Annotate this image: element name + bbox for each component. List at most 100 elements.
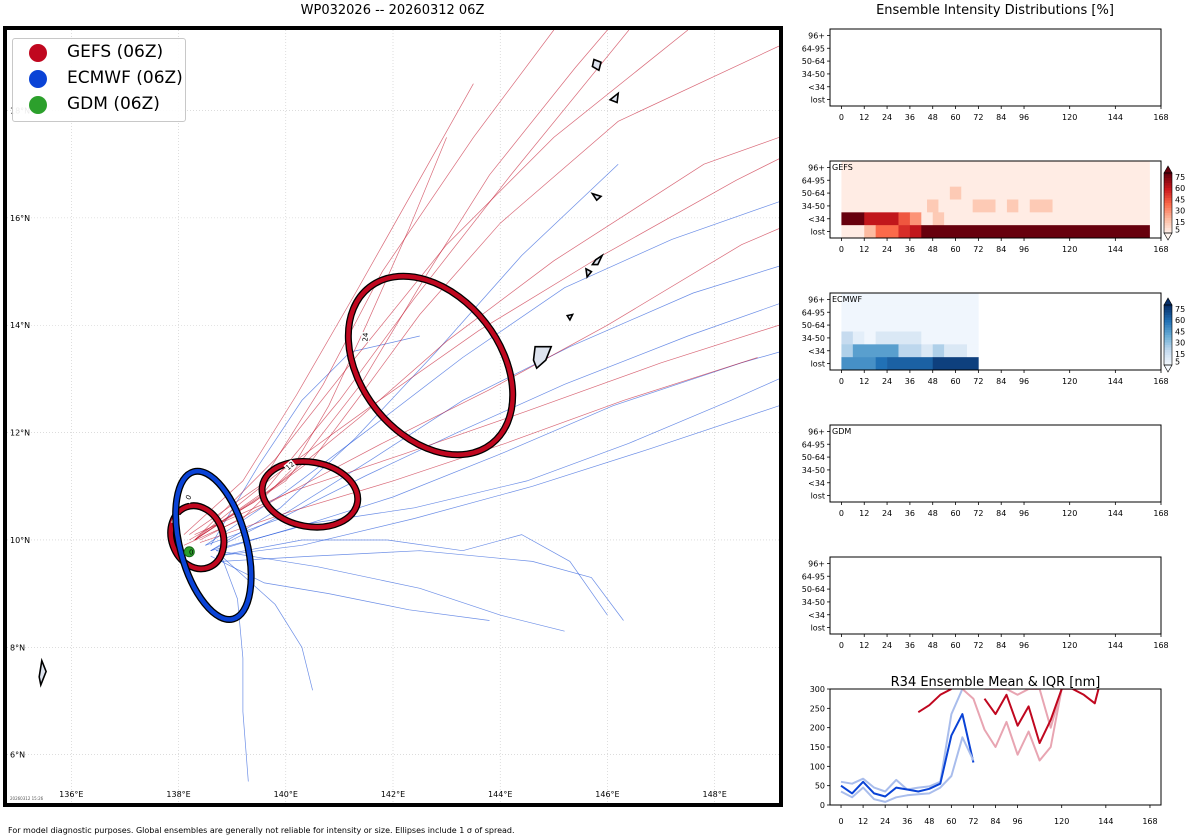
- panel-y-label: 50-64: [802, 585, 825, 594]
- panel-x-label: 48: [928, 509, 938, 518]
- island-5: [585, 267, 593, 279]
- colorbar-band: [1164, 350, 1172, 353]
- panel-x-label: 120: [1062, 245, 1077, 254]
- legend-ecmwf: ECMWF (06Z): [13, 67, 183, 91]
- panel-y-label: lost: [811, 624, 825, 633]
- heat-cell: [932, 212, 945, 226]
- heat-cell: [1029, 199, 1053, 213]
- colorbar-band: [1164, 188, 1172, 191]
- panel-x-label: 60: [950, 245, 960, 254]
- panel-x-label: 24: [882, 641, 892, 650]
- r34-chart: R34 Ensemble Mean & IQR [nm] 0 50 100 150 200…: [810, 675, 1162, 826]
- heat-cell: [841, 318, 979, 332]
- r34-series-2: [840, 736, 975, 803]
- colorbar-tick-label: 5: [1175, 357, 1180, 366]
- colorbar-band: [1164, 230, 1172, 234]
- r34-y-label: 150: [810, 743, 825, 752]
- heat-cell: [921, 225, 1150, 239]
- colorbar-band: [1164, 178, 1172, 181]
- colorbar-tick-label: 60: [1175, 316, 1185, 325]
- panel-x-label: 48: [928, 245, 938, 254]
- panel-x-label: 12: [859, 377, 869, 386]
- r34-x-label: 60: [946, 817, 956, 826]
- map-title: WP032026 -- 20260312 06Z: [300, 3, 485, 18]
- colorbar-band: [1164, 213, 1172, 216]
- heat-cell: [972, 199, 996, 213]
- colorbar-band: [1164, 307, 1172, 311]
- ellipse-label-bg: [361, 331, 370, 343]
- panel-y-label: 34-50: [802, 598, 825, 607]
- colorbar-tick-label: 30: [1175, 207, 1185, 216]
- panel-x-label: 144: [1108, 377, 1123, 386]
- map-x-tick-label: 148°E: [703, 790, 727, 799]
- panel-y-label: 96+: [808, 559, 825, 568]
- guam: [532, 345, 553, 370]
- panel-y-label: 50-64: [802, 321, 825, 330]
- panel-y-label: 96+: [808, 427, 825, 436]
- heat-cell: [864, 331, 876, 345]
- heat-cell: [921, 344, 934, 358]
- panel-y-label: 96+: [808, 163, 825, 172]
- heat-cell: [927, 199, 939, 213]
- gefs-ellipse-24: [346, 274, 515, 457]
- panel-x-label: 60: [950, 377, 960, 386]
- panel-x-label: 0: [839, 113, 844, 122]
- colorbar-tick-label: 5: [1175, 225, 1180, 234]
- r34-x-label: 168: [1142, 817, 1157, 826]
- panel-x-label: 12: [859, 245, 869, 254]
- panel-x-label: 36: [905, 509, 915, 518]
- panel-x-label: 72: [973, 113, 983, 122]
- heat-cell: [841, 199, 928, 213]
- map-x-tick-label: 138°E: [166, 790, 190, 799]
- panel-x-label: 120: [1062, 509, 1077, 518]
- heat-cell: [909, 225, 922, 239]
- colorbar-band: [1164, 357, 1172, 361]
- colorbar-band: [1164, 340, 1172, 343]
- panel-x-label: 0: [839, 377, 844, 386]
- heat-cell: [841, 331, 854, 345]
- colorbar-band: [1164, 335, 1172, 338]
- colorbar-band: [1164, 223, 1172, 226]
- panel-y-label: <34: [808, 83, 825, 92]
- r34-y-label: 0: [820, 801, 825, 810]
- colorbar-tick-label: 75: [1175, 305, 1185, 314]
- colorbar-band: [1164, 215, 1172, 219]
- colorbar-frame: [1163, 172, 1173, 234]
- heat-cell: [841, 173, 1150, 187]
- heat-cell: [961, 186, 1150, 200]
- panel-y-label: <34: [808, 215, 825, 224]
- heat-cell: [1052, 199, 1150, 213]
- gefs-ellipse-0: [168, 503, 227, 572]
- panel-y-label: <34: [808, 479, 825, 488]
- heat-cell: [949, 186, 962, 200]
- colorbar-band: [1164, 342, 1172, 346]
- panel-x-label: 144: [1108, 245, 1123, 254]
- panel-frame: [829, 292, 1162, 371]
- panel-x-label: 168: [1153, 641, 1168, 650]
- gefs-track-3: [199, 228, 779, 541]
- panel-y-label: 34-50: [802, 70, 825, 79]
- panel-x-label: 168: [1153, 509, 1168, 518]
- heat-cell: [995, 199, 1008, 213]
- ellipse-label-bg: [283, 459, 297, 473]
- panel-x-label: 12: [859, 113, 869, 122]
- r34-x-label: 12: [858, 817, 868, 826]
- ecmwf-marker-icon: [29, 70, 47, 88]
- colorbar-band: [1164, 183, 1172, 186]
- r34-y-label: 250: [810, 704, 825, 713]
- gefs-marker-icon: [29, 44, 47, 62]
- map-y-tick-label: 6°N: [10, 751, 25, 760]
- panel-x-label: 96: [1019, 113, 1029, 122]
- panel-y-label: 34-50: [802, 334, 825, 343]
- panel-x-label: 36: [905, 113, 915, 122]
- r34-y-label: 50: [815, 782, 825, 791]
- ellipse-label-gefs-12: 12: [284, 460, 296, 472]
- panel-y-label: 96+: [808, 31, 825, 40]
- ecmwf-track-12: [210, 555, 490, 621]
- heat-cell: [875, 357, 888, 371]
- panel-x-label: 84: [996, 377, 1006, 386]
- panel-y-label: lost: [811, 96, 825, 105]
- panel-x-label: 84: [996, 509, 1006, 518]
